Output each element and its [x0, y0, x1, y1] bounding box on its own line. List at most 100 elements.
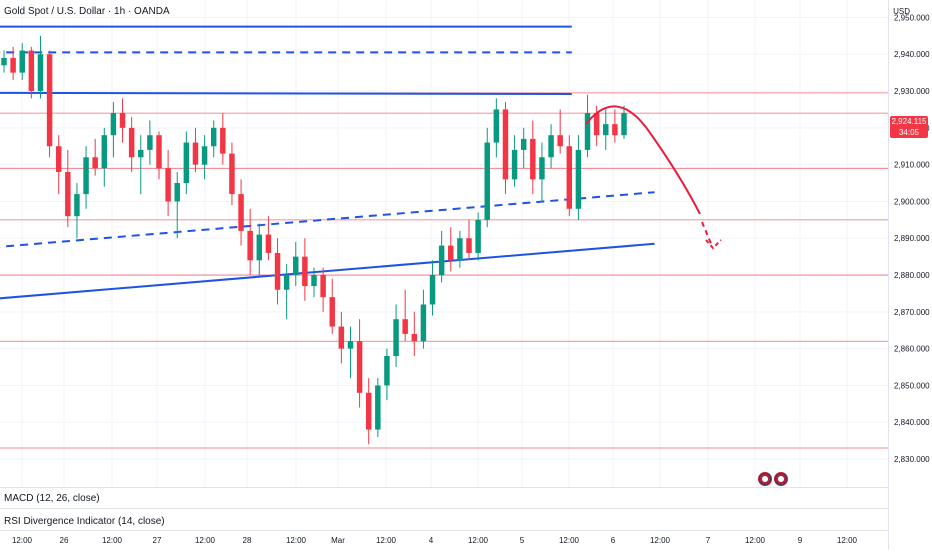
last-price-tag: 2,924.115 34:05	[890, 116, 928, 138]
candle-body[interactable]	[1, 57, 7, 66]
candle-body[interactable]	[493, 109, 500, 143]
candle-body[interactable]	[329, 297, 335, 327]
candle-body[interactable]	[247, 230, 253, 261]
projection-curve[interactable]	[585, 105, 701, 215]
candle-body[interactable]	[375, 385, 381, 430]
candle-body[interactable]	[293, 256, 299, 276]
candle-body[interactable]	[165, 168, 171, 202]
candle-body[interactable]	[283, 275, 290, 290]
candle-body[interactable]	[119, 113, 126, 128]
candle-body[interactable]	[101, 135, 108, 169]
last-price-value: 2,924.115	[891, 117, 927, 126]
y-tick-label: 2,840.000	[894, 418, 930, 427]
candle-body[interactable]	[74, 194, 80, 217]
candle-body[interactable]	[502, 109, 509, 180]
candle-body[interactable]	[539, 157, 545, 180]
y-tick-label: 2,900.000	[894, 197, 930, 206]
candle-body[interactable]	[402, 319, 408, 334]
candle-body[interactable]	[457, 238, 463, 261]
candle-body[interactable]	[575, 149, 582, 209]
us-flag-event-icon[interactable]	[758, 472, 772, 486]
candle-body[interactable]	[530, 138, 536, 180]
candle-body[interactable]	[210, 127, 217, 147]
candle-body[interactable]	[46, 54, 53, 147]
pane-separator[interactable]	[0, 508, 888, 509]
x-tick-label: 28	[243, 536, 252, 545]
x-tick-label: 4	[429, 536, 434, 545]
candle-body[interactable]	[466, 238, 472, 253]
us-flag-event-icon[interactable]	[774, 472, 788, 486]
candle-body[interactable]	[192, 142, 199, 165]
candle-body[interactable]	[220, 127, 226, 154]
candle-body[interactable]	[347, 341, 354, 349]
candle-body[interactable]	[320, 275, 326, 298]
candle-body[interactable]	[338, 326, 345, 349]
solid-trend-line[interactable]	[0, 91, 572, 95]
candle-body[interactable]	[274, 252, 281, 290]
x-tick-label: 12:00	[286, 536, 307, 545]
projection-arrowhead[interactable]	[705, 239, 722, 250]
x-tick-label: 12:00	[376, 536, 397, 545]
candle-body[interactable]	[393, 319, 399, 356]
candle-body[interactable]	[92, 157, 98, 169]
candle-body[interactable]	[147, 135, 153, 150]
pane-separator[interactable]	[0, 487, 888, 488]
candle-body[interactable]	[548, 135, 554, 158]
candle-body[interactable]	[584, 113, 591, 150]
candle-body[interactable]	[612, 124, 618, 136]
candle-body[interactable]	[19, 50, 25, 73]
candle-body[interactable]	[429, 275, 436, 305]
candle-body[interactable]	[302, 256, 308, 287]
dashed-trend-line[interactable]	[0, 191, 655, 248]
candle-body[interactable]	[110, 113, 117, 136]
projection-dashed[interactable]	[701, 221, 713, 247]
candle-body[interactable]	[55, 146, 62, 172]
x-tick-label: 27	[153, 536, 162, 545]
x-tick-label: 9	[798, 536, 803, 545]
currency-label: USD	[893, 7, 910, 16]
candle-body[interactable]	[229, 153, 235, 195]
candle-body[interactable]	[557, 135, 563, 147]
x-tick-label: 12:00	[559, 536, 580, 545]
candle-body[interactable]	[603, 124, 609, 136]
candle-body[interactable]	[484, 142, 490, 220]
rsi-pane-label: RSI Divergence Indicator (14, close)	[4, 516, 165, 527]
candle-body[interactable]	[420, 304, 427, 342]
chart-title: Gold Spot / U.S. Dollar · 1h · OANDA	[4, 6, 170, 17]
candle-body[interactable]	[438, 245, 445, 276]
candle-body[interactable]	[238, 194, 244, 231]
candle-body[interactable]	[156, 135, 162, 169]
candle-body[interactable]	[65, 172, 71, 217]
candle-body[interactable]	[128, 127, 135, 158]
candle-body[interactable]	[566, 146, 573, 209]
solid-trend-line[interactable]	[0, 242, 655, 300]
candle-body[interactable]	[201, 146, 208, 165]
macd-pane-label: MACD (12, 26, close)	[4, 493, 100, 504]
candle-body[interactable]	[183, 142, 190, 184]
candle-body[interactable]	[256, 234, 263, 261]
candle-body[interactable]	[83, 157, 89, 195]
candle-body[interactable]	[28, 50, 35, 92]
x-tick-label: 12:00	[468, 536, 489, 545]
candle-body[interactable]	[356, 341, 363, 393]
candle-body[interactable]	[448, 245, 454, 261]
candle-body[interactable]	[311, 275, 317, 287]
candle-body[interactable]	[593, 113, 600, 136]
candle-body[interactable]	[138, 149, 144, 158]
candle-body[interactable]	[511, 149, 518, 180]
candle-body[interactable]	[621, 113, 627, 136]
candle-body[interactable]	[37, 54, 44, 92]
candle-body[interactable]	[475, 219, 481, 253]
candle-body[interactable]	[174, 183, 180, 202]
candle-body[interactable]	[10, 57, 16, 73]
y-tick-label: 2,950.000	[894, 13, 930, 22]
y-tick-label: 2,870.000	[894, 308, 930, 317]
candle-body[interactable]	[411, 333, 418, 342]
candle-body[interactable]	[384, 356, 390, 386]
candle-body[interactable]	[520, 138, 527, 150]
candle-body[interactable]	[365, 392, 372, 430]
x-tick-label: 12:00	[745, 536, 766, 545]
pane-separator[interactable]	[0, 530, 888, 531]
candle-body[interactable]	[265, 234, 272, 253]
